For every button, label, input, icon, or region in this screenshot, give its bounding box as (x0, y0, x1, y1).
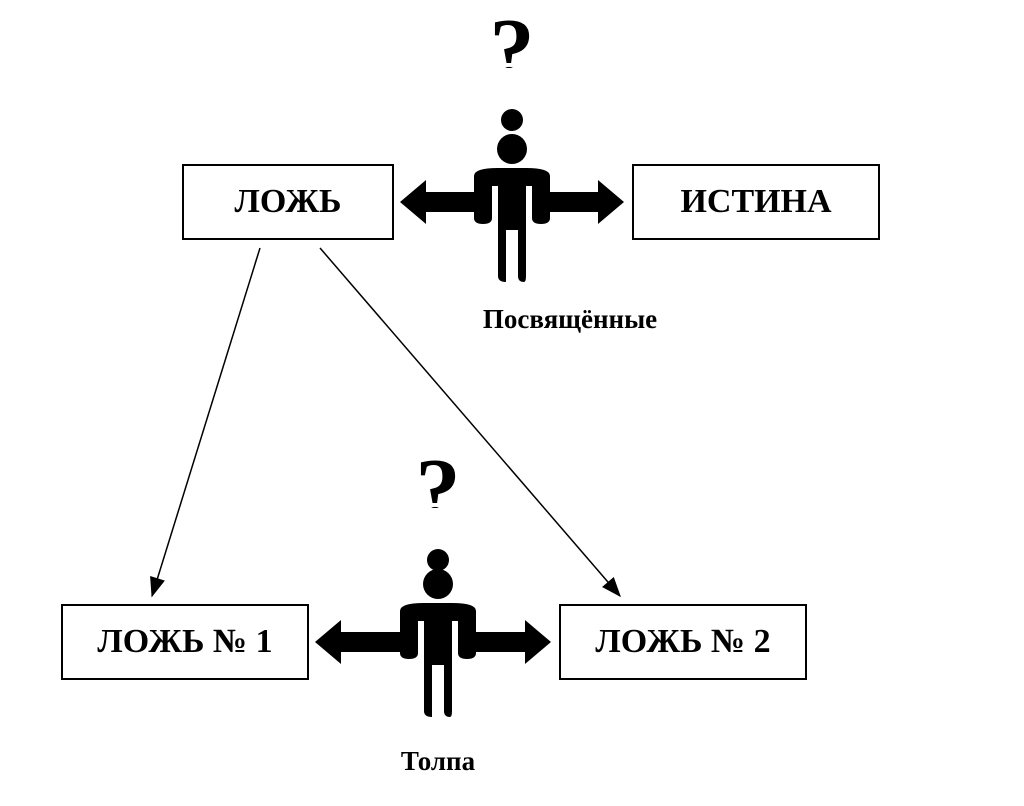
person-icon-top (474, 134, 550, 282)
arrow-bottom-right (468, 620, 551, 664)
box-lie1-label: ЛОЖЬ № 1 (97, 623, 272, 660)
arrow-diag-left (151, 248, 260, 596)
arrow-top-left (400, 180, 482, 224)
box-lie2: ЛОЖЬ № 2 (560, 605, 806, 679)
caption-bottom: Толпа (401, 746, 476, 776)
box-lie-top-label: ЛОЖЬ (234, 183, 341, 220)
person-icon-bottom (400, 569, 476, 717)
box-lie-top: ЛОЖЬ (183, 165, 393, 239)
arrow-bottom-left (315, 620, 408, 664)
box-lie1: ЛОЖЬ № 1 (62, 605, 308, 679)
caption-top: Посвящённые (483, 304, 657, 334)
box-truth-top: ИСТИНА (633, 165, 879, 239)
question-mark-icon-top: ? (490, 1, 535, 131)
arrow-diag-right (320, 248, 620, 596)
question-mark-icon-bottom: ? (416, 441, 461, 571)
diagram-canvas: ЛОЖЬ ИСТИНА ЛОЖЬ № 1 ЛОЖЬ № 2 ? ? Посвящ… (0, 0, 1024, 806)
box-truth-top-label: ИСТИНА (680, 183, 832, 220)
box-lie2-label: ЛОЖЬ № 2 (595, 623, 770, 660)
arrow-top-right (542, 180, 624, 224)
